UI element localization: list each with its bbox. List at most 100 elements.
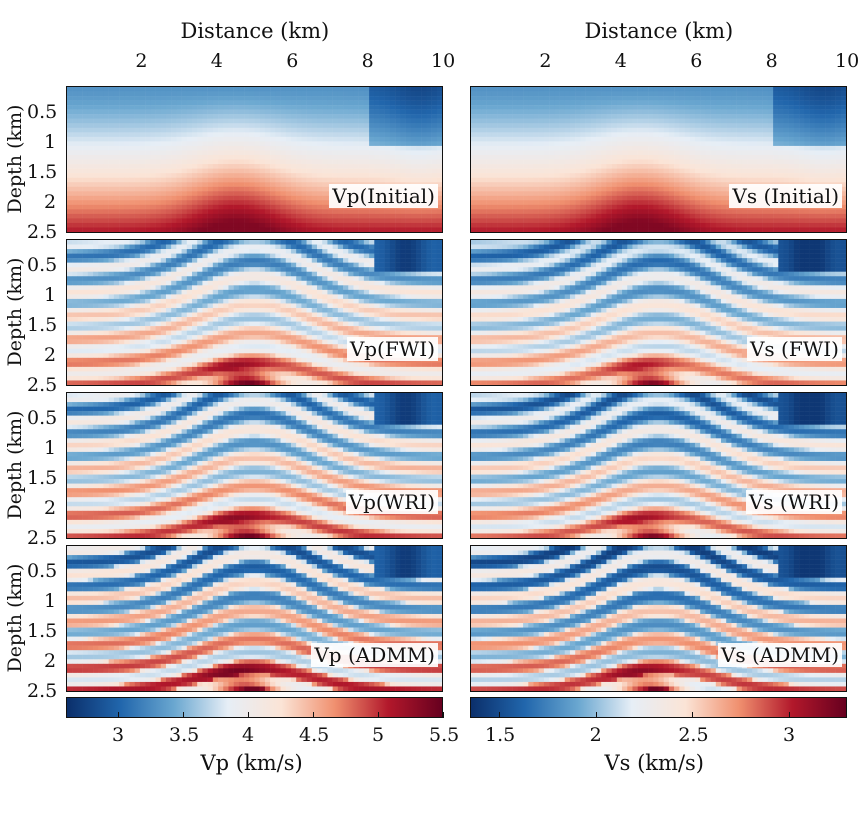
heatmap-cell: [348, 109, 354, 115]
heatmap-cell: [113, 209, 120, 215]
heatmap-cell: [113, 240, 120, 245]
heatmap-cell: [82, 87, 89, 92]
heatmap-cell: [421, 258, 427, 263]
heatmap-cell: [290, 109, 297, 115]
heatmap-cell: [486, 87, 493, 92]
heatmap-cell: [762, 145, 769, 151]
heatmap-cell: [533, 213, 539, 219]
heatmap-cell: [415, 168, 422, 174]
heatmap-cell: [233, 91, 240, 97]
heatmap-cell: [721, 213, 727, 219]
heatmap-cell: [290, 150, 297, 156]
heatmap-cell: [814, 123, 821, 129]
heatmap-cell: [296, 222, 302, 228]
heatmap-cell: [410, 96, 417, 101]
heatmap-cell: [98, 240, 104, 245]
heatmap-cell: [783, 123, 789, 129]
heatmap-cell: [119, 249, 125, 254]
heatmap-cell: [145, 191, 151, 196]
heatmap-cell: [528, 100, 534, 106]
heatmap-cell: [165, 109, 172, 115]
heatmap-cell: [585, 227, 592, 232]
heatmap-cell: [259, 127, 266, 133]
heatmap-cell: [705, 173, 711, 178]
heatmap-cell: [363, 91, 370, 97]
heatmap-cell: [689, 141, 696, 147]
heatmap-cell: [379, 177, 385, 183]
heatmap-cell: [108, 87, 115, 92]
heatmap-cell: [674, 123, 680, 129]
heatmap-cell: [502, 132, 508, 138]
heatmap-cell: [642, 154, 649, 160]
heatmap-cell: [306, 191, 313, 196]
heatmap-cell: [436, 218, 442, 224]
heatmap-cell: [523, 118, 529, 124]
heatmap-cell: [642, 182, 649, 187]
heatmap-cell: [491, 105, 498, 110]
heatmap-cell: [145, 209, 151, 215]
heatmap-cell: [327, 240, 333, 245]
heatmap-cell: [238, 154, 245, 160]
heatmap-cell: [793, 227, 800, 232]
heatmap-cell: [533, 227, 539, 232]
heatmap-cell: [601, 132, 607, 138]
heatmap-cell: [715, 100, 722, 106]
heatmap-cell: [426, 209, 432, 215]
heatmap-cell: [421, 118, 427, 124]
heatmap-cell: [825, 109, 831, 115]
heatmap-cell: [497, 222, 503, 228]
heatmap-cell: [533, 182, 539, 187]
heatmap-cell: [778, 136, 784, 142]
heatmap-cell: [767, 177, 774, 183]
heatmap-cell: [523, 204, 529, 210]
heatmap-cell: [124, 164, 130, 169]
heatmap-cell: [113, 118, 120, 124]
heatmap-cell: [736, 173, 743, 178]
heatmap-cell: [674, 173, 680, 178]
heatmap-cell: [715, 118, 722, 124]
heatmap-cell: [223, 87, 229, 92]
heatmap-cell: [637, 127, 644, 133]
heatmap-cell: [575, 136, 581, 142]
heatmap-cell: [395, 114, 401, 119]
heatmap-cell: [254, 168, 260, 174]
heatmap-cell: [87, 105, 94, 110]
heatmap-cell: [389, 105, 396, 110]
heatmap-cell: [317, 87, 323, 92]
heatmap-cell: [171, 87, 177, 92]
heatmap-cell: [476, 204, 482, 210]
heatmap-cell: [632, 182, 638, 187]
heatmap-cell: [264, 182, 271, 187]
heatmap-cell: [374, 105, 380, 110]
heatmap-cell: [585, 145, 592, 151]
heatmap-cell: [332, 168, 339, 174]
heatmap-cell: [72, 136, 78, 142]
heatmap-cell: [705, 204, 711, 210]
heatmap-cell: [415, 105, 422, 110]
heatmap-cell: [384, 177, 391, 183]
heatmap-cell: [809, 213, 816, 219]
heatmap-cell: [181, 114, 188, 119]
heatmap-cell: [332, 114, 339, 119]
heatmap-cell: [405, 227, 412, 232]
heatmap-cell: [549, 145, 555, 151]
heatmap-cell: [512, 182, 519, 187]
heatmap-cell: [119, 87, 125, 92]
heatmap-cell: [637, 100, 644, 106]
heatmap-cell: [752, 159, 758, 165]
heatmap-cell: [139, 168, 146, 174]
heatmap-cell: [301, 253, 307, 259]
heatmap-cell: [181, 150, 188, 156]
heatmap-cell: [343, 253, 349, 259]
heatmap-cell: [632, 141, 638, 147]
heatmap-cell: [275, 100, 281, 106]
heatmap-cell: [726, 200, 732, 206]
heatmap-cell: [113, 258, 120, 263]
heatmap-cell: [533, 186, 539, 192]
heatmap-cell: [301, 195, 307, 201]
heatmap-cell: [814, 168, 821, 174]
heatmap-cell: [569, 195, 576, 201]
heatmap-cell: [233, 195, 240, 201]
heatmap-cell: [611, 227, 618, 232]
heatmap-cell: [238, 258, 245, 263]
